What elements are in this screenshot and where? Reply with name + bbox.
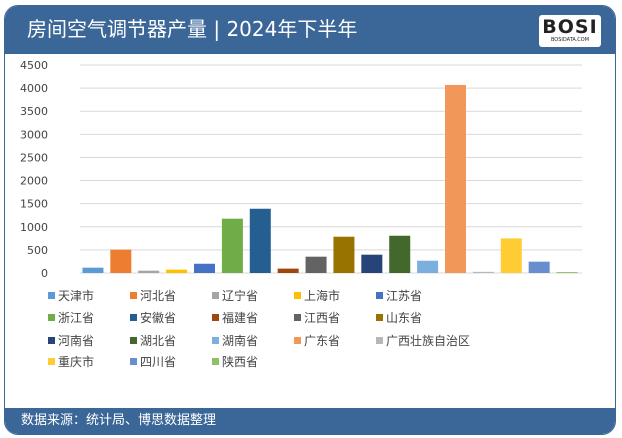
legend-item: 重庆市 — [48, 355, 94, 369]
legend-swatch — [294, 292, 301, 299]
legend-label: 辽宁省 — [222, 289, 259, 303]
legend-label: 湖北省 — [140, 334, 177, 348]
legend-swatch — [212, 314, 219, 321]
legend-label: 天津市 — [58, 289, 95, 303]
y-tick-label: 0 — [41, 267, 48, 280]
chart-title: 房间空气调节器产量 | 2024年下半年 — [27, 17, 358, 41]
legend-item: 河北省 — [130, 289, 176, 303]
bar-17 — [528, 261, 550, 273]
legend-item: 上海市 — [294, 289, 340, 303]
legend-item: 河南省 — [48, 334, 94, 348]
legend-item: 辽宁省 — [212, 289, 258, 303]
bar-11 — [361, 254, 383, 273]
bar-8 — [277, 268, 299, 273]
legend-swatch — [48, 358, 55, 365]
legend-label: 安徽省 — [140, 311, 177, 325]
logo-text: BOSI — [542, 16, 598, 38]
bar-6 — [221, 218, 243, 273]
legend-label: 浙江省 — [58, 311, 95, 325]
y-tick-label: 500 — [27, 244, 48, 257]
legend-label: 广西壮族自治区 — [386, 334, 471, 348]
legend-swatch — [130, 292, 137, 299]
legend-swatch — [376, 292, 383, 299]
header-bar: 房间空气调节器产量 | 2024年下半年 BOSI BOSIDATA.COM — [5, 6, 615, 54]
legend-item: 福建省 — [212, 311, 258, 325]
legend-item: 江苏省 — [376, 289, 422, 303]
legend-swatch — [212, 292, 219, 299]
legend-swatch — [48, 292, 55, 299]
legend-label: 江西省 — [304, 311, 341, 325]
legend-label: 山东省 — [386, 311, 423, 325]
legend-swatch — [130, 337, 137, 344]
legend-item: 浙江省 — [48, 311, 94, 325]
legend-swatch — [294, 314, 301, 321]
legend-item: 广东省 — [294, 334, 340, 348]
legend-swatch — [212, 358, 219, 365]
bar-2 — [110, 249, 132, 273]
legend-swatch — [212, 337, 219, 344]
logo-subtext: BOSIDATA.COM — [550, 37, 590, 43]
legend-item: 天津市 — [48, 289, 94, 303]
legend-swatch — [294, 337, 301, 344]
legend-label: 河南省 — [58, 334, 95, 348]
legend-swatch — [376, 314, 383, 321]
legend-label: 重庆市 — [58, 355, 95, 369]
bar-7 — [249, 208, 271, 273]
bar-5 — [194, 263, 215, 273]
chart-frame: 房间空气调节器产量 | 2024年下半年 BOSI BOSIDATA.COM 数… — [4, 5, 616, 435]
y-tick-label: 2500 — [20, 151, 48, 164]
legend-label: 上海市 — [304, 289, 341, 303]
y-tick-label: 3000 — [20, 128, 48, 141]
bar-13 — [417, 260, 439, 273]
y-tick-label: 4000 — [20, 82, 48, 95]
bar-4 — [166, 269, 188, 273]
legend-swatch — [130, 358, 137, 365]
bar-18 — [556, 272, 578, 274]
legend-label: 福建省 — [222, 311, 259, 325]
bosi-logo: BOSI BOSIDATA.COM — [539, 15, 601, 47]
legend-label: 湖南省 — [222, 334, 259, 348]
bar-14 — [445, 84, 466, 273]
bar-16 — [500, 238, 522, 273]
legend-item: 江西省 — [294, 311, 340, 325]
y-tick-label: 3500 — [20, 105, 48, 118]
bar-9 — [305, 256, 327, 273]
legend-item: 湖北省 — [130, 334, 176, 348]
legend-swatch — [48, 314, 55, 321]
legend-item: 安徽省 — [130, 311, 176, 325]
legend-item: 山东省 — [376, 311, 422, 325]
bar-15 — [472, 271, 494, 273]
legend-swatch — [130, 314, 137, 321]
legend-label: 河北省 — [140, 289, 177, 303]
legend-item: 四川省 — [130, 355, 176, 369]
y-tick-label: 2000 — [20, 175, 48, 188]
y-tick-label: 1500 — [20, 198, 48, 211]
legend-label: 四川省 — [140, 355, 177, 369]
bar-3 — [138, 270, 160, 273]
legend-item: 湖南省 — [212, 334, 258, 348]
bar-12 — [389, 235, 411, 273]
y-tick-label: 1000 — [20, 221, 48, 234]
legend-label: 广东省 — [304, 334, 341, 348]
y-tick-label: 4500 — [20, 59, 48, 72]
data-source: 数据来源：统计局、博思数据整理 — [21, 413, 217, 428]
bar-10 — [333, 236, 355, 273]
legend-label: 陕西省 — [222, 355, 259, 369]
footer-bar: 数据来源：统计局、博思数据整理 — [5, 408, 615, 434]
legend-item: 广西壮族自治区 — [376, 334, 470, 348]
legend-item: 陕西省 — [212, 355, 258, 369]
legend-label: 江苏省 — [386, 289, 423, 303]
legend-swatch — [48, 337, 55, 344]
bar-1 — [82, 267, 104, 273]
legend-swatch — [376, 337, 383, 344]
